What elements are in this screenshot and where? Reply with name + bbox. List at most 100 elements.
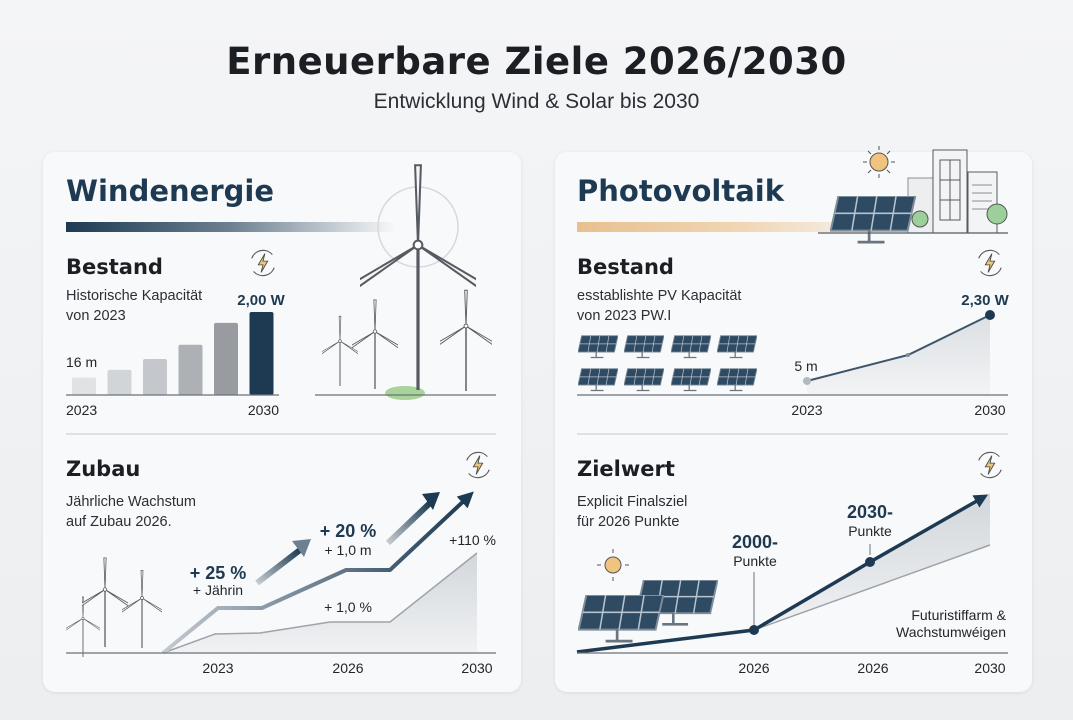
annotation: + 20 % [320, 521, 377, 541]
annotation: +110 % [449, 532, 496, 548]
solar-panel-grid [578, 335, 757, 392]
city-solar-illustration [818, 146, 1008, 244]
wind-turbine-icon [440, 289, 492, 392]
data-label: 2,30 W [961, 292, 1009, 309]
tree-icon [986, 203, 1008, 225]
x-tick-label: 2026 [857, 660, 888, 676]
x-tick-label: 2023 [66, 402, 97, 418]
wind-turbine-icon [352, 299, 398, 390]
desc-line: von 2023 [66, 308, 126, 324]
arrow-head [292, 539, 311, 557]
bar [214, 322, 238, 395]
target-series [576, 494, 989, 654]
wind-zubau-desc: Jährliche Wachstum auf Zubau 2026. [66, 492, 196, 532]
desc-line: auf Zubau 2026. [66, 514, 172, 530]
data-point [865, 557, 875, 567]
x-tick-label: 2023 [791, 402, 822, 418]
annotation: 2000- [732, 532, 778, 552]
desc-line: für 2026 Punkte [577, 514, 680, 530]
desc-line: esstablishte PV Kapacität [577, 288, 742, 304]
solar-panel-icon [830, 196, 916, 244]
data-label: 5 m [794, 358, 817, 374]
wind-turbine-icon [82, 557, 128, 648]
x-tick-label: 2023 [202, 660, 233, 676]
lightning-cycle-icon [978, 451, 1002, 479]
x-tick-label: 2030 [461, 660, 492, 676]
grass-icon [385, 386, 425, 400]
pv-title: Photovoltaik [577, 174, 785, 208]
tree-icon [911, 210, 929, 228]
wind-zubau-heading: Zubau [66, 457, 141, 481]
solar-panel-icon [624, 335, 664, 359]
desc-line: von 2023 PW.I [577, 308, 672, 324]
desc-line: Jährliche Wachstum [66, 494, 197, 510]
data-point [749, 625, 759, 635]
wind-bar-chart [72, 312, 274, 395]
bar [107, 369, 132, 395]
bar [249, 312, 274, 395]
sun-icon [869, 152, 889, 172]
pv-bestand-desc: esstablishte PV Kapacität von 2023 PW.I [577, 286, 741, 326]
pv-accent-bar [577, 222, 907, 232]
solar-panel-icon [578, 368, 618, 392]
wind-turbine-icon [360, 163, 476, 392]
x-tick-label: 2030 [974, 660, 1005, 676]
desc-line: Historische Kapacität [66, 288, 203, 304]
lightning-cycle-icon [251, 249, 275, 277]
annotation: Punkte [848, 523, 892, 539]
bar-label-first: 16 m [66, 354, 97, 370]
annotation: + 1,0 % [324, 599, 372, 615]
annotation: + Jährin [193, 582, 243, 598]
page-subtitle: Entwicklung Wind & Solar bis 2030 [373, 90, 700, 113]
bar [72, 377, 96, 395]
bar [143, 358, 167, 395]
solar-panel-icon [717, 335, 757, 359]
growth-arrow [255, 547, 302, 586]
sun-rays [863, 146, 895, 178]
pv-bestand-heading: Bestand [577, 255, 674, 279]
solar-panel-icon [671, 368, 711, 392]
x-tick-label: 2030 [974, 402, 1005, 418]
pv-zielwert-desc: Explicit Finalsziel für 2026 Punkte [577, 492, 687, 532]
wind-turbine-icon [122, 569, 162, 649]
annotation: + 25 % [190, 563, 247, 583]
bar-label-last: 2,00 W [237, 292, 285, 309]
pv-bestand-area [807, 315, 990, 395]
annotation: 2030- [847, 502, 893, 522]
annotation: Wachstumwéigen [896, 624, 1006, 640]
wind-turbine-icon [322, 315, 358, 387]
data-point [906, 353, 910, 357]
annotation: + 1,0 m [324, 542, 371, 558]
x-tick-label: 2026 [332, 660, 363, 676]
arrow-head [422, 492, 440, 510]
solar-panel-icon [578, 595, 664, 643]
line-series-1 [161, 491, 474, 655]
wind-bestand-desc: Historische Kapacität von 2023 [66, 286, 202, 326]
solar-panel-icon [624, 368, 664, 392]
annotation: Punkte [733, 553, 777, 569]
area-series-2 [163, 553, 477, 653]
solar-panel-icon [578, 335, 618, 359]
page-title: Erneuerbare Ziele 2026/2030 [226, 40, 847, 83]
wind-title: Windenergie [66, 174, 274, 208]
wind-accent-bar [66, 222, 396, 232]
solar-panel-icon [717, 368, 757, 392]
baseline-series [753, 544, 991, 631]
sun-icon [604, 556, 622, 574]
desc-line: Explicit Finalsziel [577, 494, 688, 510]
pv-zielwert-heading: Zielwert [577, 457, 675, 481]
bar [178, 344, 203, 395]
growth-arrow [385, 500, 433, 546]
lightning-cycle-icon [978, 249, 1002, 277]
annotation: Futuristiffarm & [911, 607, 1006, 623]
wind-bestand-heading: Bestand [66, 255, 163, 279]
solar-panel-icon [671, 335, 711, 359]
lightning-cycle-icon [466, 451, 490, 479]
building-icon [967, 171, 998, 234]
wind-turbine-icon [66, 596, 100, 657]
line-series-2 [162, 552, 478, 654]
x-tick-label: 2026 [738, 660, 769, 676]
x-tick-label: 2030 [248, 402, 279, 418]
data-point [985, 310, 995, 320]
